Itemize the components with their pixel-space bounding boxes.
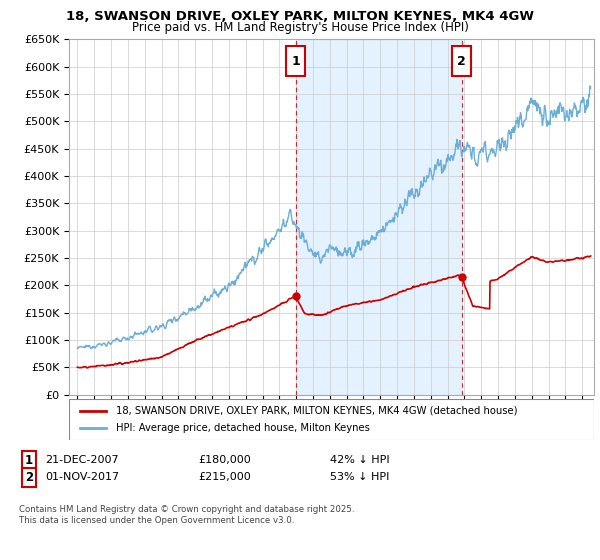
Text: £180,000: £180,000 xyxy=(198,455,251,465)
Text: 21-DEC-2007: 21-DEC-2007 xyxy=(45,455,119,465)
Text: £215,000: £215,000 xyxy=(198,472,251,482)
Text: 18, SWANSON DRIVE, OXLEY PARK, MILTON KEYNES, MK4 4GW: 18, SWANSON DRIVE, OXLEY PARK, MILTON KE… xyxy=(66,10,534,22)
Text: Price paid vs. HM Land Registry's House Price Index (HPI): Price paid vs. HM Land Registry's House … xyxy=(131,21,469,34)
Text: HPI: Average price, detached house, Milton Keynes: HPI: Average price, detached house, Milt… xyxy=(116,423,370,433)
Text: 2: 2 xyxy=(457,54,466,68)
Text: 1: 1 xyxy=(291,54,300,68)
Text: 2: 2 xyxy=(25,470,33,484)
FancyBboxPatch shape xyxy=(286,46,305,76)
Text: 1: 1 xyxy=(25,454,33,467)
FancyBboxPatch shape xyxy=(452,46,471,76)
Text: 18, SWANSON DRIVE, OXLEY PARK, MILTON KEYNES, MK4 4GW (detached house): 18, SWANSON DRIVE, OXLEY PARK, MILTON KE… xyxy=(116,405,518,416)
Text: Contains HM Land Registry data © Crown copyright and database right 2025.
This d: Contains HM Land Registry data © Crown c… xyxy=(19,505,355,525)
Text: 01-NOV-2017: 01-NOV-2017 xyxy=(45,472,119,482)
Text: 53% ↓ HPI: 53% ↓ HPI xyxy=(330,472,389,482)
Bar xyxy=(296,39,462,395)
Text: 42% ↓ HPI: 42% ↓ HPI xyxy=(330,455,389,465)
